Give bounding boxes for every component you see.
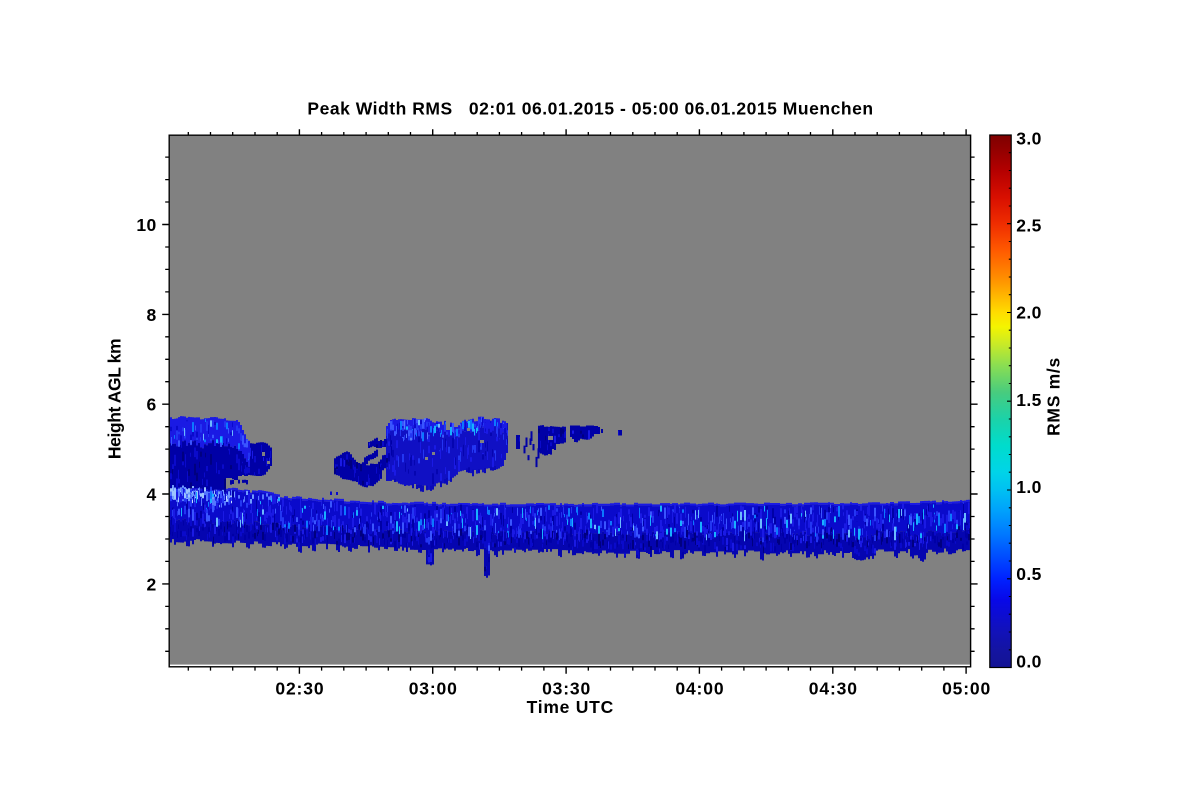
svg-text:3.0: 3.0 bbox=[1016, 128, 1042, 148]
svg-text:1.5: 1.5 bbox=[1016, 390, 1042, 410]
svg-text:05:00: 05:00 bbox=[942, 679, 991, 699]
svg-text:04:30: 04:30 bbox=[809, 679, 858, 699]
svg-text:03:30: 03:30 bbox=[542, 679, 591, 699]
svg-text:8: 8 bbox=[146, 305, 156, 325]
svg-text:Peak Width RMS 02:01 06.01.2: Peak Width RMS 02:01 06.01.2015 - 05:00 … bbox=[307, 99, 873, 119]
svg-text:2: 2 bbox=[146, 574, 156, 594]
svg-text:4: 4 bbox=[146, 484, 156, 504]
svg-text:0.0: 0.0 bbox=[1016, 651, 1042, 671]
svg-text:2.5: 2.5 bbox=[1016, 216, 1042, 236]
svg-text:2.0: 2.0 bbox=[1016, 303, 1042, 323]
svg-text:10: 10 bbox=[136, 215, 156, 235]
svg-text:03:00: 03:00 bbox=[409, 679, 458, 699]
svg-text:0.5: 0.5 bbox=[1016, 564, 1042, 584]
svg-text:04:00: 04:00 bbox=[675, 679, 724, 699]
svg-text:02:30: 02:30 bbox=[275, 679, 324, 699]
svg-text:1.0: 1.0 bbox=[1016, 477, 1042, 497]
svg-text:Height AGL km: Height AGL km bbox=[105, 339, 125, 459]
svg-text:6: 6 bbox=[146, 395, 156, 415]
svg-text:Time UTC: Time UTC bbox=[527, 697, 614, 717]
svg-text:RMS m/s: RMS m/s bbox=[1044, 357, 1064, 436]
